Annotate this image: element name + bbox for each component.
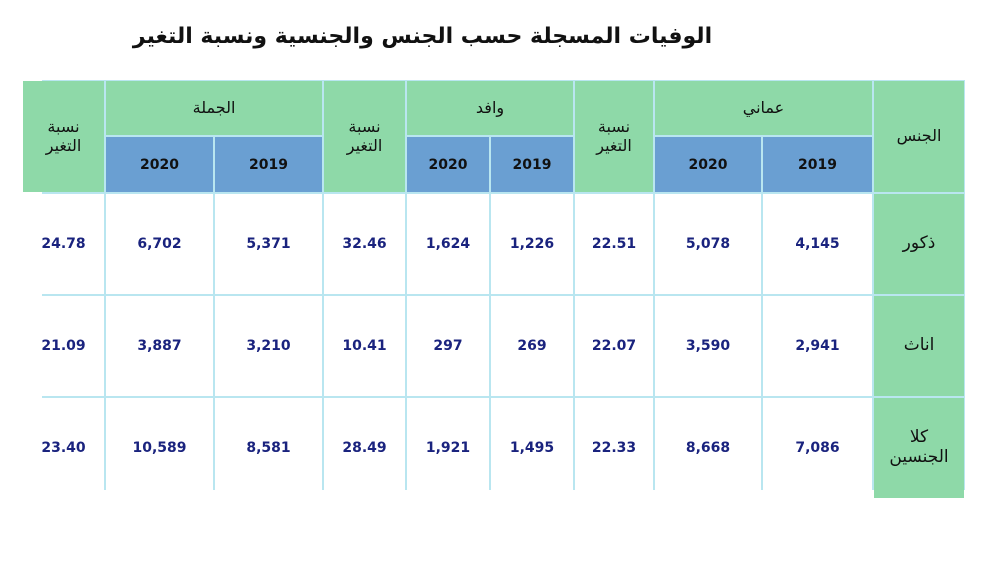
table-cell: 5,371	[215, 194, 322, 294]
table-cell: 8,668	[655, 398, 761, 498]
table-cell: 8,581	[215, 398, 322, 498]
table-cell: 28.49	[324, 398, 405, 498]
row-label: كلا الجنسين	[874, 398, 964, 498]
table-cell: 3,210	[215, 296, 322, 396]
table-cell: 3,590	[655, 296, 761, 396]
header-gender: الجنس	[874, 81, 964, 192]
year-header: 2020	[407, 137, 489, 192]
group-header: الجملة	[106, 81, 322, 135]
table-cell: 22.07	[575, 296, 653, 396]
change-header: نسبة التغير	[575, 81, 653, 192]
table-cell: 6,702	[106, 194, 213, 294]
table-cell: 1,495	[491, 398, 573, 498]
table-cell: 23.40	[23, 398, 104, 498]
table-cell: 7,086	[763, 398, 872, 498]
year-header: 2020	[106, 137, 213, 192]
title: الوفيات المسجلة حسب الجنس والجنسية ونسبة…	[132, 24, 713, 49]
row-label: اناث	[874, 296, 964, 396]
year-header: 2020	[655, 137, 761, 192]
table-cell: 22.33	[575, 398, 653, 498]
table-cell: 269	[491, 296, 573, 396]
group-header: عماني	[655, 81, 872, 135]
table-cell: 1,226	[491, 194, 573, 294]
year-header: 2019	[215, 137, 322, 192]
group-header: وافد	[407, 81, 573, 135]
table-cell: 3,887	[106, 296, 213, 396]
change-header: نسبة التغير	[324, 81, 405, 192]
table-cell: 10.41	[324, 296, 405, 396]
table-cell: 32.46	[324, 194, 405, 294]
table-cell: 297	[407, 296, 489, 396]
table-cell: 4,145	[763, 194, 872, 294]
table-cell: 10,589	[106, 398, 213, 498]
table-cell: 1,921	[407, 398, 489, 498]
table-cell: 21.09	[23, 296, 104, 396]
table-cell: 22.51	[575, 194, 653, 294]
table-cell: 24.78	[23, 194, 104, 294]
table-cell: 2,941	[763, 296, 872, 396]
year-header: 2019	[763, 137, 872, 192]
table-cell: 5,078	[655, 194, 761, 294]
table-cell: 1,624	[407, 194, 489, 294]
change-header: نسبة التغير	[23, 81, 104, 192]
year-header: 2019	[491, 137, 573, 192]
row-label: ذكور	[874, 194, 964, 294]
table: الجنس عماني 2019 2020 نسبة التغير وافد 2019 202…	[23, 80, 965, 498]
